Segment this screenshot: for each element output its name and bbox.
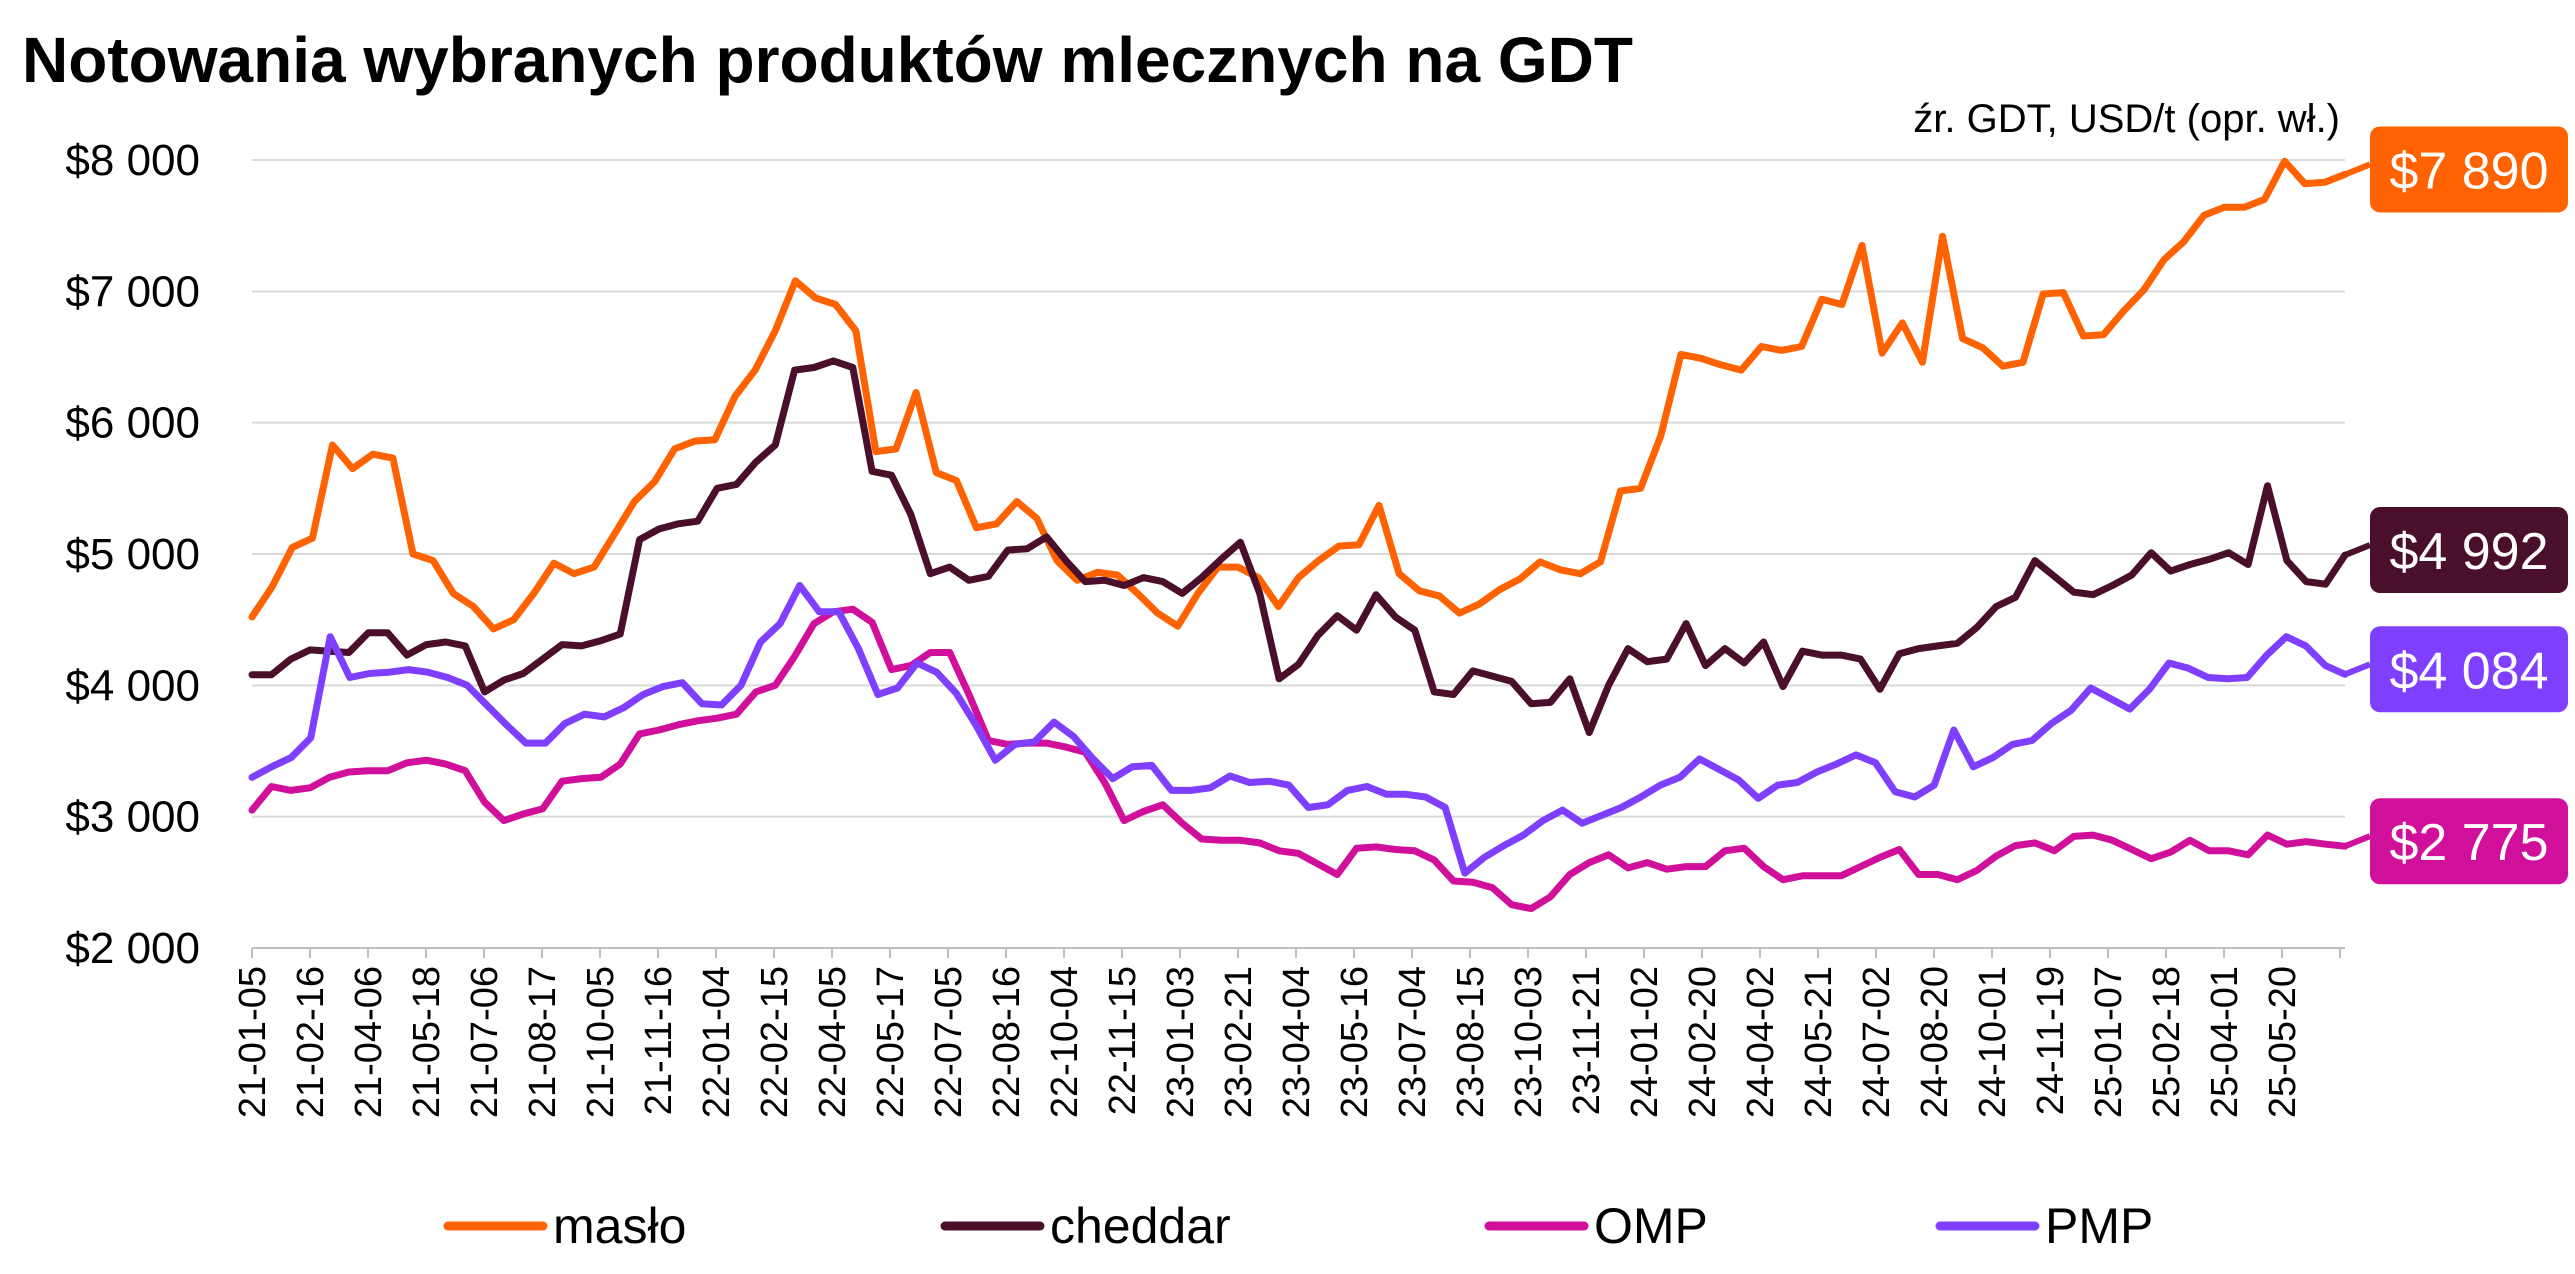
y-tick-label: $3 000 (65, 793, 200, 842)
x-tick-label: 25-02-18 (2146, 966, 2188, 1118)
x-tick-label: 25-01-07 (2088, 966, 2130, 1118)
series-line-1 (248, 357, 2349, 737)
x-tick-label: 21-02-16 (290, 966, 332, 1118)
x-tick-label: 23-11-21 (1566, 966, 1608, 1115)
x-tick-label: 25-05-20 (2262, 966, 2304, 1118)
y-tick-label: $6 000 (65, 399, 200, 448)
x-tick-label: 21-11-16 (638, 966, 680, 1115)
end-label-connector (2343, 161, 2372, 178)
legend-label: masło (553, 1198, 686, 1254)
end-label-box (2370, 626, 2568, 713)
legend: masło cheddar OMP PMP (443, 1198, 2153, 1254)
end-label-text: $2 775 (2389, 814, 2548, 872)
x-tick-label: 23-01-03 (1160, 966, 1202, 1118)
x-tick-label: 24-08-20 (1914, 966, 1956, 1118)
x-tick-label: 24-10-01 (1972, 966, 2014, 1118)
x-tick-label: 21-07-06 (464, 966, 506, 1118)
end-label-connector (2343, 542, 2372, 558)
y-tick-label: $5 000 (65, 530, 200, 579)
y-tick-label: $7 000 (65, 267, 200, 316)
x-tick-label: 21-01-05 (232, 966, 274, 1118)
x-tick-label: 22-10-04 (1044, 966, 1086, 1118)
x-tick-label: 21-08-17 (522, 966, 564, 1118)
series-group (248, 157, 2349, 913)
x-tick-label: 22-02-15 (754, 966, 796, 1118)
end-label-box (2370, 798, 2568, 885)
y-tick-label: $8 000 (65, 136, 200, 185)
x-tick-label: 24-02-20 (1682, 966, 1724, 1118)
legend-label: PMP (2045, 1198, 2153, 1254)
x-axis: 21-01-05 21-02-16 21-04-06 21-05-18 21-07-06… (232, 947, 2345, 1118)
x-tick-label: 21-10-05 (580, 966, 622, 1118)
end-label-text: $4 992 (2389, 523, 2548, 581)
x-tick-label: 22-04-05 (812, 966, 854, 1118)
series-line-3 (248, 582, 2349, 877)
x-tick-label: 25-04-01 (2204, 966, 2246, 1118)
x-tick-label: 24-05-21 (1798, 966, 1840, 1118)
x-tick-label: 23-04-04 (1276, 966, 1318, 1118)
series-line-0 (248, 157, 2349, 633)
legend-label: cheddar (1050, 1198, 1231, 1254)
x-tick-label: 22-01-04 (696, 966, 738, 1118)
y-axis: $2 000 $3 000 $4 000 $5 000 $6 000 $7 000 $8 0… (65, 136, 200, 973)
end-label-box (2370, 507, 2568, 594)
chart-source: źr. GDT, USD/t (opr. wł.) (1913, 97, 2340, 141)
x-tick-label: 23-08-15 (1450, 966, 1492, 1118)
x-tick-label: 23-02-21 (1218, 966, 1260, 1118)
end-label-connector (2343, 833, 2372, 850)
x-tick-label: 22-11-15 (1102, 966, 1144, 1115)
y-tick-label: $2 000 (65, 924, 200, 973)
x-tick-label: 21-04-06 (348, 966, 390, 1118)
x-tick-label: 24-01-02 (1624, 966, 1666, 1118)
end-label-text: $7 890 (2389, 142, 2548, 200)
x-tick-label: 24-07-02 (1856, 966, 1898, 1118)
end-labels: $7 890 $4 992 $2 775 $4 084 (2343, 126, 2568, 885)
end-label-text: $4 084 (2389, 642, 2548, 700)
x-tick-label: 22-07-05 (928, 966, 970, 1118)
y-tick-label: $4 000 (65, 661, 200, 710)
x-tick-label: 21-05-18 (406, 966, 448, 1118)
x-tick-label: 24-04-02 (1740, 966, 1782, 1118)
x-tick-label: 22-05-17 (870, 966, 912, 1118)
end-label-connector (2343, 661, 2372, 678)
grid (252, 159, 2345, 949)
legend-label: OMP (1594, 1198, 1708, 1254)
x-tick-label: 24-11-19 (2030, 966, 2072, 1115)
x-tick-label: 22-08-16 (986, 966, 1028, 1118)
chart-title: Notowania wybranych produktów mlecznych … (22, 24, 1633, 96)
x-tick-label: 23-05-16 (1334, 966, 1376, 1118)
x-tick-label: 23-10-03 (1508, 966, 1550, 1118)
x-tick-label: 23-07-04 (1392, 966, 1434, 1118)
series-line-2 (248, 605, 2349, 913)
end-label-box (2370, 126, 2568, 213)
